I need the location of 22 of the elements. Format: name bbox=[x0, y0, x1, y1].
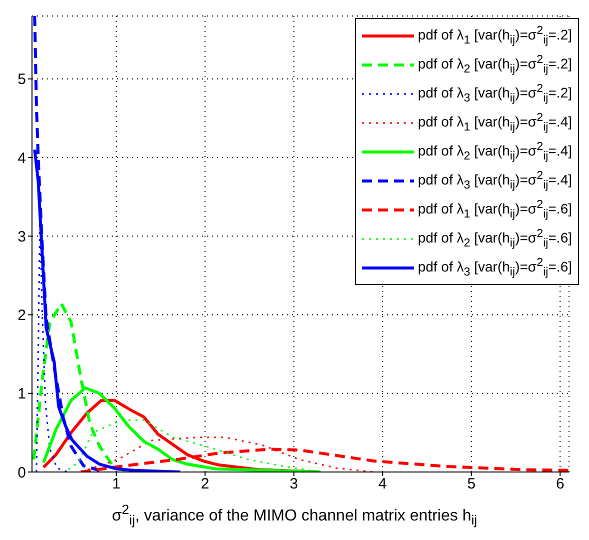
legend-label: pdf of λ$_{1}$ [var(h$_{ij}$)=σ$^{2}$$_{ij}$=.4] bbox=[418, 111, 572, 134]
legend-label: pdf of λ$_{3}$ [var(h$_{ij}$)=σ$^{2}$$_{ij}$=.6] bbox=[418, 256, 572, 279]
legend-label: pdf of λ$_{2}$ [var(h$_{ij}$)=σ$^{2}$$_{ij}$=.6] bbox=[418, 227, 572, 250]
y-tick-label: 1 bbox=[18, 386, 26, 403]
legend-label: pdf of λ$_{2}$ [var(h$_{ij}$)=σ$^{2}$$_{ij}$=.4] bbox=[418, 140, 572, 163]
x-tick-label: 6 bbox=[556, 476, 564, 493]
y-tick-label: 0 bbox=[18, 464, 26, 482]
x-tick-label: 3 bbox=[290, 476, 298, 493]
y-tick-label: 2 bbox=[18, 307, 26, 324]
legend-label: pdf of λ$_{2}$ [var(h$_{ij}$)=σ$^{2}$$_{ij}$=.2] bbox=[418, 53, 572, 76]
legend-label: pdf of λ$_{1}$ [var(h$_{ij}$)=σ$^{2}$$_{ij}$=.2] bbox=[418, 24, 572, 47]
x-tick-label: 5 bbox=[467, 476, 476, 493]
legend-label: pdf of λ$_{1}$ [var(h$_{ij}$)=σ$^{2}$$_{ij}$=.6] bbox=[418, 198, 572, 221]
y-tick-label: 5 bbox=[18, 71, 26, 88]
x-tick-label: 4 bbox=[378, 476, 387, 493]
x-tick-label: 1 bbox=[112, 476, 120, 493]
legend-label: pdf of λ$_{3}$ [var(h$_{ij}$)=σ$^{2}$$_{ij}$=.2] bbox=[418, 82, 572, 105]
x-axis-title: σ$^{2}$$_{ij}$, variance of the MIMO channel matrix entries h$_{ij}$ bbox=[110, 502, 478, 528]
legend-label: pdf of λ$_{3}$ [var(h$_{ij}$)=σ$^{2}$$_{ij}$=.4] bbox=[418, 169, 572, 192]
y-tick-label: 3 bbox=[18, 228, 26, 246]
x-tick-label: 2 bbox=[200, 476, 210, 493]
y-tick-label: 4 bbox=[18, 150, 26, 167]
